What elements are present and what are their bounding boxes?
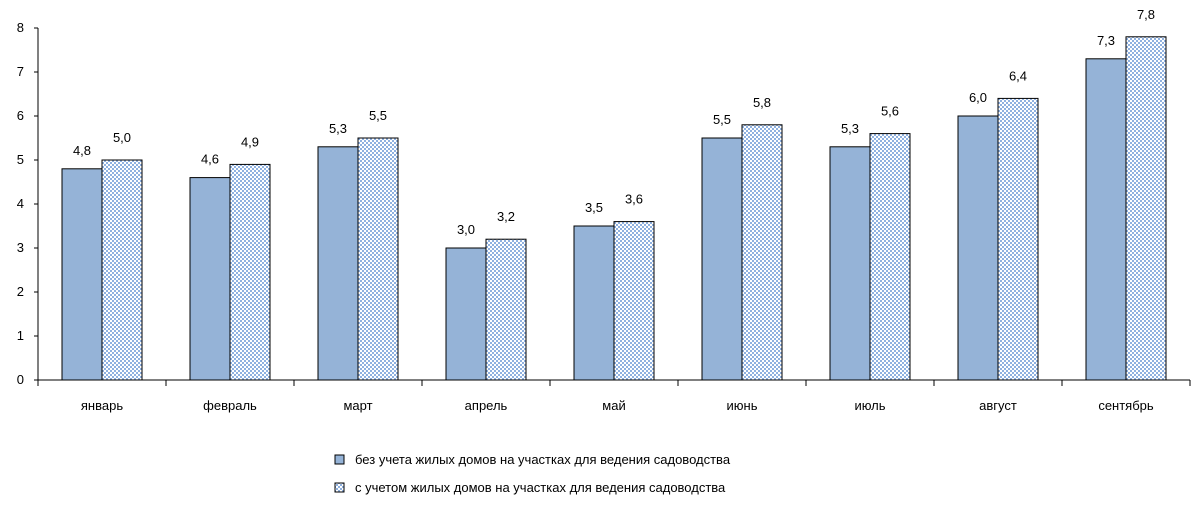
legend-swatch [334, 454, 345, 465]
data-label-series-2: 5,8 [753, 95, 771, 110]
data-label-series-1: 6,0 [969, 90, 987, 105]
y-tick-label: 8 [17, 20, 24, 35]
axes: 0 1 2 3 4 5 6 7 8 январь февраль март апрель май июнь и… [17, 20, 1191, 413]
data-label-series-2: 7,8 [1137, 7, 1155, 22]
y-tick-label: 5 [17, 152, 24, 167]
legend-item-series-1: без учета жилых домов на участках для ве… [334, 452, 731, 467]
data-label-series-2: 6,4 [1009, 68, 1027, 83]
y-tick-label: 7 [17, 64, 24, 79]
bar-series-1 [1085, 58, 1127, 381]
bar-series-2 [997, 97, 1039, 381]
x-category-label: август [979, 398, 1017, 413]
data-label-series-2: 4,9 [241, 134, 259, 149]
x-category-label: январь [81, 398, 123, 413]
y-tick-label: 2 [17, 284, 24, 299]
x-category-label: май [602, 398, 625, 413]
data-label-series-1: 5,3 [841, 121, 859, 136]
data-label-series-1: 5,5 [713, 112, 731, 127]
y-tick-label: 6 [17, 108, 24, 123]
data-labels: 4,8 5,0 4,6 4,9 5,3 5,5 3,0 3,2 3,5 3,6 5,5 5,8 5,3 5… [73, 7, 1155, 237]
data-label-series-1: 4,8 [73, 143, 91, 158]
bar-series-2 [613, 221, 655, 381]
bar-series-1 [829, 146, 871, 381]
x-category-label: апрель [465, 398, 508, 413]
data-label-series-2: 3,2 [497, 209, 515, 224]
y-tick-label: 4 [17, 196, 24, 211]
bar-series-1 [445, 247, 487, 381]
bar-series-2 [101, 159, 143, 381]
data-label-series-1: 7,3 [1097, 33, 1115, 48]
bar-series-2 [229, 163, 271, 381]
bar-series-1 [701, 137, 743, 381]
x-category-label: сентябрь [1098, 398, 1154, 413]
bar-series-1 [957, 115, 999, 381]
data-label-series-2: 3,6 [625, 192, 643, 207]
y-tick-label: 3 [17, 240, 24, 255]
x-category-label: июнь [727, 398, 758, 413]
bar-series-2 [485, 238, 527, 381]
x-category-label: март [343, 398, 372, 413]
data-label-series-1: 5,3 [329, 121, 347, 136]
x-category-label: июль [854, 398, 885, 413]
legend: без учета жилых домов на участках для ве… [334, 452, 731, 495]
legend-label: с учетом жилых домов на участках для вед… [355, 480, 726, 495]
data-label-series-1: 4,6 [201, 152, 219, 167]
y-tick-label: 1 [17, 328, 24, 343]
x-category-label: февраль [203, 398, 257, 413]
y-tick-label: 0 [17, 372, 24, 387]
bar-series-1 [61, 168, 103, 381]
data-label-series-1: 3,0 [457, 222, 475, 237]
data-label-series-2: 5,6 [881, 104, 899, 119]
bar-series-1 [573, 225, 615, 381]
bar-series-1 [189, 177, 231, 381]
legend-label: без учета жилых домов на участках для ве… [355, 452, 731, 467]
bar-series-2 [357, 137, 399, 381]
bars [61, 36, 1167, 381]
bar-series-1 [317, 146, 359, 381]
bar-series-2 [1125, 36, 1167, 381]
data-label-series-2: 5,5 [369, 108, 387, 123]
bar-series-2 [741, 124, 783, 381]
legend-swatch [334, 482, 345, 493]
data-label-series-2: 5,0 [113, 130, 131, 145]
data-label-series-1: 3,5 [585, 200, 603, 215]
legend-item-series-2: с учетом жилых домов на участках для вед… [334, 480, 726, 495]
bar-series-2 [869, 133, 911, 381]
